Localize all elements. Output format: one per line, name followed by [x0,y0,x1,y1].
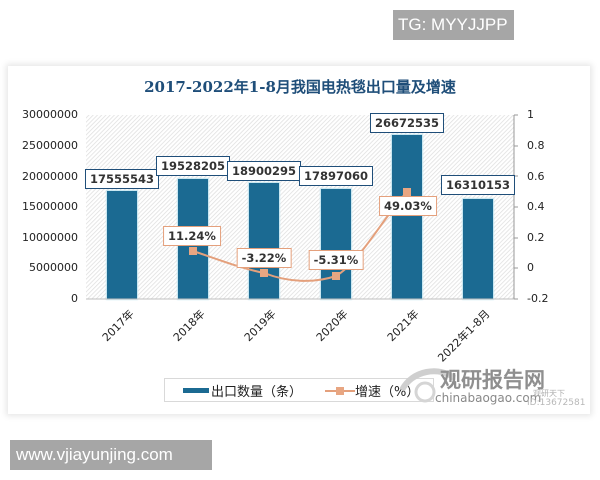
growth-marker [332,272,340,280]
y-left-tick: 30000000 [22,108,78,121]
chart-title: 2017-2022年1-8月我国电热毯出口量及增速 [144,78,456,96]
growth-marker [189,247,197,255]
bar-value-label: 19528205 [155,156,231,176]
y-right-tick: -0.2 [527,292,549,305]
y-right-tick: 0.6 [527,170,545,183]
watermark-sub: 观研天下 [533,389,565,398]
bar-2020 [321,189,351,299]
watermark-brand: 观研报告网 [440,368,545,392]
growth-value-label: 11.24% [163,226,221,246]
y-right-tick: 0.4 [527,200,545,213]
bar-2019 [249,183,279,299]
line-marker-swatch-icon [325,386,355,395]
y-right-tick: 0 [527,261,534,274]
y-left-tick: 10000000 [22,231,78,244]
bar-2021 [392,135,422,299]
plot-area [86,115,514,299]
y-left-tick: 0 [71,292,78,305]
legend-item-export-quantity: 出口数量（条） [183,381,302,400]
y-left-tick: 15000000 [22,200,78,213]
growth-value-label: -5.31% [308,250,364,270]
y-right-tick: 1 [527,108,534,121]
y-left-tick: 5000000 [29,261,78,274]
bar-2022-1-8 [463,199,493,299]
growth-line [192,191,408,282]
legend-label: 出口数量（条） [211,385,303,400]
bar-value-label: 17897060 [298,166,374,186]
bar-value-label: 17555543 [84,169,160,189]
growth-value-label: -3.22% [236,248,292,268]
bar-2017 [107,191,137,299]
watermark-domain: chinabaogao.com [435,391,542,405]
y-right-tick: 0.2 [527,231,545,244]
tg-badge: TG: MYYJJPP [393,10,514,40]
growth-marker [403,188,411,196]
growth-value-label: 49.03% [379,196,437,216]
y-right-tick: 0.8 [527,139,545,152]
bar-value-label: 16310153 [440,175,516,195]
growth-marker [260,269,268,277]
y-left-tick: 20000000 [22,170,78,183]
watermark-id: ID:13672581 [527,398,586,408]
bar-value-label: 26672535 [369,113,445,133]
bar-swatch-icon [183,388,209,393]
y-left-tick: 25000000 [22,139,78,152]
chart-legend: 出口数量（条） 增速（%） [164,378,434,402]
url-badge: www.vjiayunjing.com [10,440,212,470]
